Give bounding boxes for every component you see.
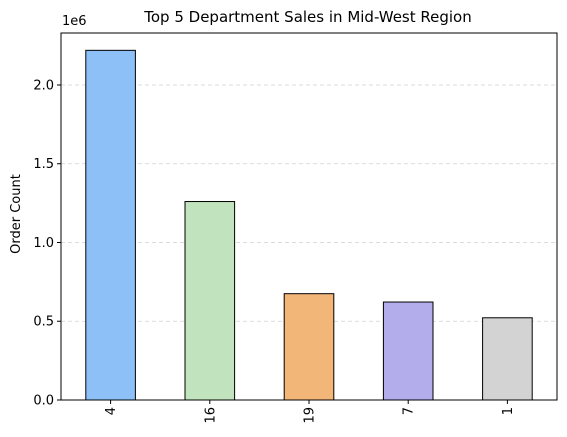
y-tick-label: 2.0 <box>33 78 54 93</box>
x-tick-label: 19 <box>303 407 318 424</box>
y-tick-label: 0.0 <box>33 394 54 409</box>
y-axis-label: Order Count <box>9 174 24 254</box>
x-tick-label: 16 <box>203 407 218 424</box>
y-offset-text: 1e6 <box>62 14 87 29</box>
bar-19 <box>283 293 335 401</box>
x-tick-label: 7 <box>402 407 417 415</box>
bar-7 <box>382 301 434 401</box>
bar-4 <box>85 49 136 401</box>
bars-layer <box>85 49 533 401</box>
x-tick-label: 1 <box>501 407 516 415</box>
chart-title: Top 5 Department Sales in Mid-West Regio… <box>143 8 472 26</box>
ticks-layer: 0.0 0.5 1.0 1.5 2.0 4 16 19 7 1 <box>33 78 516 423</box>
bar-16 <box>184 201 236 401</box>
y-tick-label: 0.5 <box>33 315 54 330</box>
y-tick-label: 1.0 <box>33 236 54 251</box>
x-tick-label: 4 <box>104 407 119 415</box>
bar-1 <box>482 317 533 401</box>
y-tick-label: 1.5 <box>33 157 54 172</box>
